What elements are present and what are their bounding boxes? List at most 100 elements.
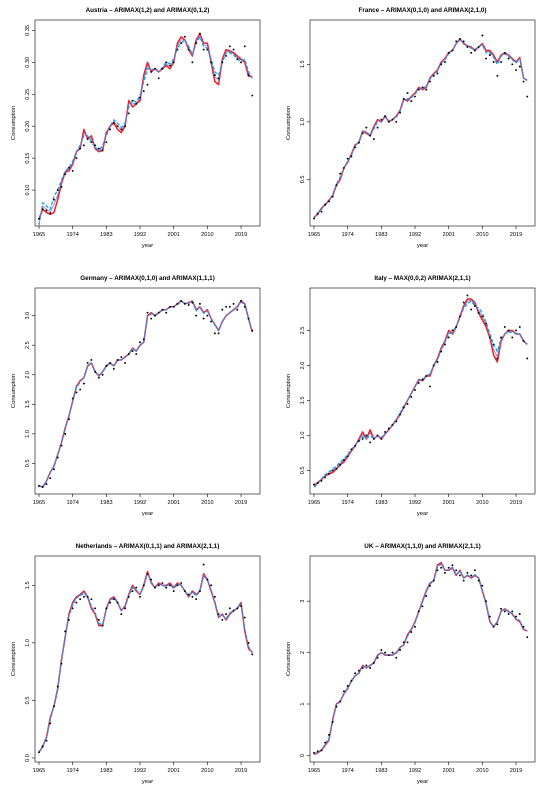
y-axis-label: Consumption [286,374,292,408]
observed-point [425,375,428,377]
observed-point [328,472,330,475]
observed-point [503,610,506,613]
observed-point [496,357,499,360]
observed-point [64,630,67,633]
observed-point [41,486,44,488]
observed-point [67,618,70,621]
observed-point [176,48,179,51]
observed-point [56,189,59,192]
y-tick-label: 3.0 [25,312,31,320]
observed-point [391,423,394,426]
series-line-1 [313,563,528,755]
observed-point [180,42,183,45]
observed-point [53,468,55,471]
observed-point [86,595,89,598]
observed-point [232,302,235,305]
observed-point [213,74,216,77]
x-tick-label: 2010 [476,500,488,506]
observed-point [79,598,82,601]
observed-point [492,343,495,346]
observed-point [350,448,353,451]
observed-point [131,590,134,593]
observed-point [515,69,517,71]
x-tick-label: 2019 [510,500,522,506]
x-tick-label: 2001 [167,768,179,774]
observed-point [354,146,357,149]
observed-point [191,301,194,304]
observed-point [387,427,390,430]
observed-point [172,305,175,308]
series-line-1 [313,39,528,219]
observed-point [127,112,130,115]
observed-point [75,601,78,604]
observed-point [112,122,115,124]
observed-point [372,661,375,664]
observed-point [217,613,220,616]
observed-point [417,88,420,91]
x-tick-label: 2001 [442,500,454,506]
observed-point [142,338,145,341]
observed-point [168,305,171,308]
y-tick-label: 1.5 [300,60,306,68]
x-tick-label: 2001 [167,500,179,506]
observed-point [387,120,390,123]
observed-point [526,636,529,639]
chart-title: Austria – ARIMAX(1,2) and ARIMAX(0,1,2) [86,7,210,14]
observed-point [101,624,104,627]
observed-point [443,61,446,63]
observed-point [331,195,334,198]
y-axis-label: Consumption [286,106,292,140]
observed-point [172,590,175,593]
observed-point [202,48,205,51]
observed-point [522,625,525,628]
observed-point [183,590,186,593]
observed-point [90,141,93,144]
observed-point [124,125,127,128]
observed-point [485,322,488,325]
y-tick-label: 1.5 [300,397,306,405]
observed-point [180,582,183,584]
observed-point [251,94,254,97]
observed-point [139,595,141,598]
observed-point [45,483,48,486]
observed-point [335,184,338,187]
observed-point [86,138,89,140]
observed-point [316,482,319,484]
observed-point [361,132,364,135]
x-tick-label: 1974 [66,232,78,238]
y-tick-label: 2.0 [300,362,306,370]
chart-title: Netherlands – ARIMAX(0,1,1) and ARIMAX(2… [76,543,220,550]
observed-point [496,74,499,77]
observed-point [157,311,160,314]
observed-point [399,413,402,416]
observed-point [154,67,156,70]
observed-point [316,750,319,753]
observed-point [458,315,461,318]
observed-point [365,126,368,129]
observed-point [320,749,323,752]
x-tick-label: 2001 [442,232,454,238]
chart-panel-2: Germany – ARIMAX(0,1,0) and ARIMAX(1,1,1… [11,275,261,517]
observed-point [161,67,164,70]
observed-point [399,649,402,651]
observed-point [477,579,480,582]
y-tick-label: 0.5 [300,176,306,184]
observed-point [217,77,220,80]
observed-point [116,125,119,128]
observed-point [328,733,330,736]
observed-point [176,584,179,587]
observed-point [71,169,74,172]
observed-point [331,469,334,472]
observed-point [369,441,372,444]
observed-point [90,359,93,361]
observed-point [142,90,145,93]
observed-point [109,601,112,604]
observed-point [176,302,179,305]
observed-point [440,566,443,569]
series-line-1 [38,573,253,753]
y-tick-label: 1.0 [25,639,31,647]
x-tick-label: 1983 [100,232,112,238]
x-axis-label: year [417,779,428,785]
observed-point [60,185,63,188]
